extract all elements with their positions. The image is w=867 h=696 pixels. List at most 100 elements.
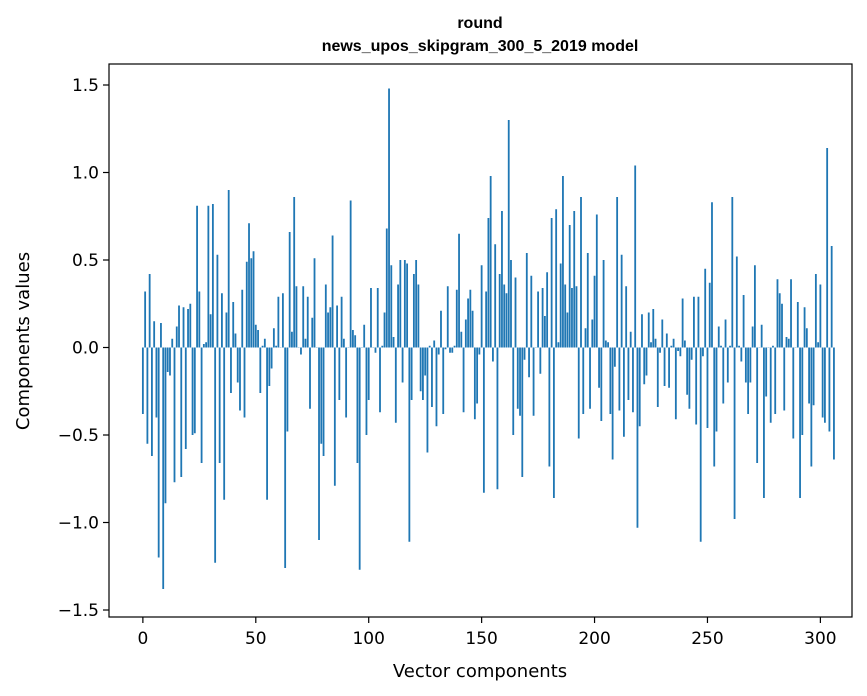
bar-170 — [525, 253, 528, 348]
bar-250 — [706, 347, 709, 428]
bar-74 — [309, 347, 311, 409]
bar-225 — [650, 342, 652, 348]
bar-135 — [446, 286, 449, 348]
bar-175 — [537, 291, 539, 348]
bar-247 — [699, 347, 702, 542]
y-tick-label-4: 0.5 — [72, 251, 99, 271]
bar-79 — [320, 347, 323, 444]
bar-252 — [711, 202, 713, 348]
bar-86 — [336, 305, 338, 348]
bar-128 — [431, 347, 433, 407]
bar-121 — [415, 260, 418, 348]
bar-115 — [401, 347, 404, 383]
bar-201 — [595, 214, 598, 348]
bar-45 — [243, 347, 246, 418]
x-tick-label-0: 0 — [137, 629, 148, 649]
bar-202 — [598, 347, 600, 388]
chart-title-line1: round — [457, 15, 502, 32]
bar-185 — [559, 263, 562, 348]
bar-145 — [469, 289, 472, 348]
bar-94 — [354, 335, 357, 348]
bar-26 — [200, 347, 203, 463]
bar-239 — [681, 298, 684, 348]
bar-70 — [300, 347, 302, 355]
bar-172 — [530, 275, 533, 348]
bar-117 — [406, 263, 409, 348]
bar-182 — [552, 347, 555, 498]
bar-51 — [257, 330, 259, 348]
bar-13 — [171, 338, 174, 348]
bar-64 — [286, 347, 289, 432]
bar-228 — [656, 347, 659, 407]
bar-221 — [641, 314, 643, 348]
bar-88 — [340, 296, 343, 348]
bar-15 — [175, 326, 178, 348]
bar-20 — [187, 309, 189, 348]
bar-148 — [476, 347, 479, 404]
bar-161 — [505, 293, 508, 348]
bar-199 — [591, 319, 594, 348]
bar-231 — [663, 347, 666, 386]
bar-53 — [261, 345, 264, 348]
bar-282 — [778, 293, 781, 348]
bar-165 — [514, 277, 517, 348]
bar-261 — [731, 197, 734, 348]
bar-259 — [726, 347, 729, 383]
bar-28 — [205, 342, 208, 348]
bar-296 — [810, 347, 813, 467]
bar-113 — [397, 284, 399, 348]
bar-27 — [202, 344, 205, 348]
bar-162 — [507, 120, 510, 348]
bar-95 — [356, 347, 359, 463]
bar-80 — [322, 347, 325, 456]
bar-23 — [193, 347, 196, 434]
bar-278 — [769, 347, 772, 423]
bar-63 — [284, 347, 287, 568]
y-tick-label-3: 0.0 — [72, 339, 99, 359]
bar-222 — [643, 347, 646, 385]
bar-120 — [412, 274, 415, 348]
bar-55 — [266, 347, 268, 500]
bar-243 — [690, 347, 693, 360]
bar-142 — [462, 347, 465, 413]
bar-106 — [381, 345, 384, 348]
bar-6 — [155, 347, 158, 418]
bar-208 — [611, 347, 614, 460]
y-tick-label-1: −1.0 — [58, 514, 99, 534]
bar-154 — [489, 176, 492, 348]
bar-92 — [349, 200, 352, 348]
bar-256 — [720, 345, 722, 348]
bar-249 — [704, 268, 707, 348]
bar-287 — [790, 279, 792, 348]
bar-254 — [715, 347, 718, 432]
bar-146 — [471, 310, 474, 348]
bar-136 — [449, 347, 451, 353]
bar-206 — [607, 342, 609, 348]
bar-150 — [480, 265, 483, 348]
bar-62 — [281, 293, 284, 348]
bar-50 — [254, 324, 257, 348]
x-axis-label: Vector components — [393, 661, 567, 682]
bar-264 — [738, 345, 740, 348]
bar-5 — [153, 321, 156, 348]
bar-300 — [819, 284, 822, 348]
bar-301 — [821, 347, 824, 418]
bar-71 — [302, 286, 305, 348]
bar-2 — [146, 347, 149, 444]
bar-220 — [638, 347, 641, 427]
bar-260 — [729, 345, 731, 348]
bar-190 — [571, 288, 573, 348]
bar-216 — [629, 331, 632, 348]
bar-306 — [833, 347, 835, 460]
bar-18 — [182, 307, 185, 348]
bar-275 — [763, 347, 765, 498]
x-tick-label-100: 100 — [352, 629, 384, 649]
bar-226 — [652, 309, 655, 348]
bar-270 — [751, 326, 754, 348]
bar-281 — [776, 279, 779, 348]
bar-3 — [148, 274, 151, 348]
bar-238 — [679, 347, 682, 357]
bar-255 — [717, 326, 720, 348]
bar-96 — [358, 347, 361, 570]
plot-frame — [108, 63, 853, 618]
